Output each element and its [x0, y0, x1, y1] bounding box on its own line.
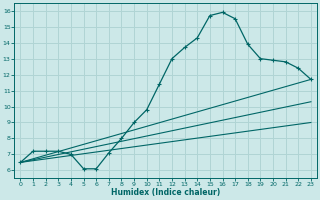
- X-axis label: Humidex (Indice chaleur): Humidex (Indice chaleur): [111, 188, 220, 197]
